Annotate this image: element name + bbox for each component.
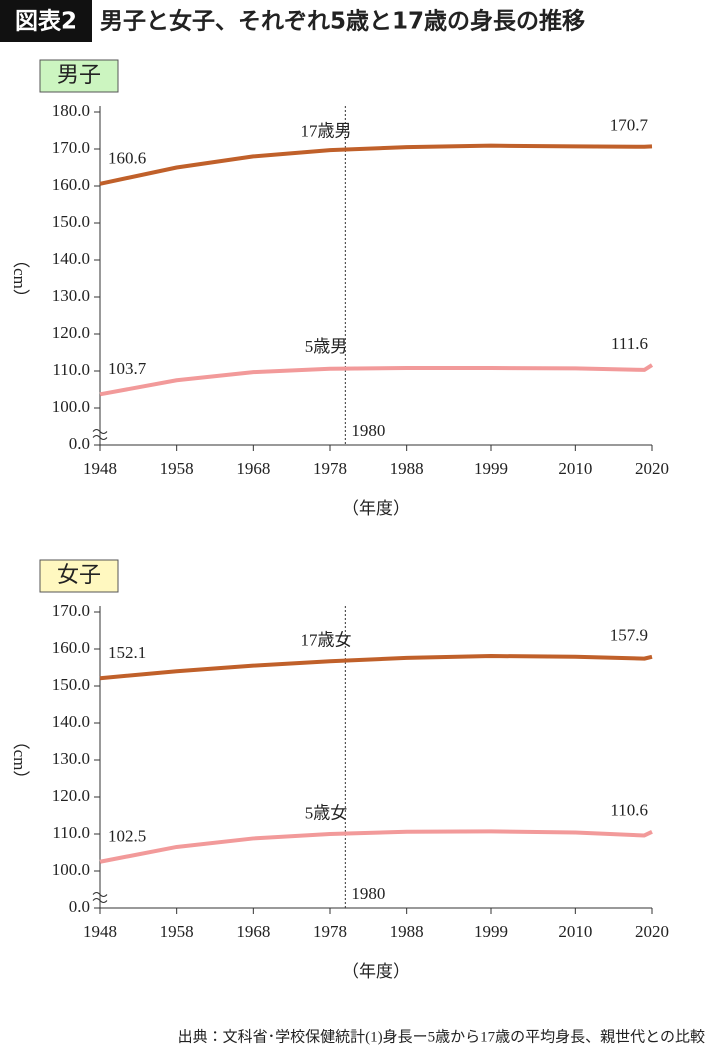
- series-name: 5歳女: [305, 803, 348, 822]
- x-tick-label: 1999: [474, 459, 508, 478]
- y-tick-label: 110.0: [52, 823, 90, 842]
- data-label: 160.6: [108, 149, 146, 168]
- y-tick-label: 150.0: [52, 675, 90, 694]
- axis-break: [92, 898, 108, 903]
- source: 出典：文科省･学校保健統計(1)身長ー5歳から17歳の平均身長、親世代との比較: [178, 1028, 705, 1045]
- y-tick-label: 130.0: [52, 286, 90, 305]
- reference-label: 1980: [351, 421, 385, 440]
- x-tick-label: 1948: [83, 459, 117, 478]
- y-axis-label: （cm）: [10, 733, 30, 788]
- reference-label: 1980: [351, 884, 385, 903]
- x-tick-label: 1988: [390, 922, 424, 941]
- data-label: 102.5: [108, 827, 146, 846]
- x-tick-label: 2010: [558, 459, 592, 478]
- x-tick-label: 2010: [558, 922, 592, 941]
- panel-title-bg: [39, 59, 119, 93]
- series-name: 5歳男: [305, 337, 348, 356]
- y-axis-label: （cm）: [10, 251, 30, 306]
- data-label: 157.9: [610, 626, 648, 645]
- y-tick-label: 170.0: [52, 138, 90, 157]
- y-tick-label: 160.0: [52, 638, 90, 657]
- y-tick-label: 160.0: [52, 175, 90, 194]
- data-label: 170.7: [610, 115, 649, 134]
- y-tick-label: 180.0: [52, 101, 90, 120]
- series-name: 17歳男: [301, 121, 352, 140]
- axis-break: [92, 892, 108, 897]
- x-tick-label: 1968: [236, 922, 270, 941]
- y-tick-label: 150.0: [52, 212, 90, 231]
- x-tick-label: 1978: [313, 922, 347, 941]
- badge: 図表2: [15, 9, 77, 35]
- data-label: 103.7: [108, 359, 147, 378]
- data-label: 111.6: [611, 334, 648, 353]
- y-tick-label: 0.0: [69, 434, 90, 453]
- x-tick-label: 1978: [313, 459, 347, 478]
- x-tick-label: 2020: [635, 459, 669, 478]
- badge-bg: [0, 0, 92, 42]
- axis-break: [92, 429, 108, 434]
- series-line: [99, 829, 653, 864]
- y-tick-label: 140.0: [52, 712, 90, 731]
- y-tick-label: 170.0: [52, 601, 90, 620]
- x-tick-label: 1999: [474, 922, 508, 941]
- panel-title: 女子: [57, 562, 101, 587]
- y-tick-label: 110.0: [52, 360, 90, 379]
- page-title: 男子と女子、それぞれ5歳と17歳の身長の推移: [100, 8, 585, 35]
- y-tick-label: 120.0: [52, 786, 90, 805]
- y-tick-label: 140.0: [52, 249, 90, 268]
- series-name: 17歳女: [301, 631, 352, 650]
- panel-title-bg: [39, 559, 119, 593]
- x-tick-label: 2020: [635, 922, 669, 941]
- panel-title: 男子: [57, 62, 101, 87]
- axis-break: [92, 435, 108, 440]
- series-line: [99, 654, 653, 681]
- y-tick-label: 100.0: [52, 860, 90, 879]
- y-tick-label: 130.0: [52, 749, 90, 768]
- y-tick-label: 120.0: [52, 323, 90, 342]
- series-line: [99, 143, 653, 186]
- data-label: 110.6: [610, 801, 648, 820]
- x-axis-label: （年度）: [342, 962, 410, 981]
- x-tick-label: 1948: [83, 922, 117, 941]
- x-tick-label: 1958: [160, 459, 194, 478]
- series-line: [99, 363, 654, 397]
- y-tick-label: 100.0: [52, 397, 90, 416]
- x-axis-label: （年度）: [342, 499, 410, 518]
- x-tick-label: 1958: [160, 922, 194, 941]
- x-tick-label: 1988: [390, 459, 424, 478]
- x-tick-label: 1968: [236, 459, 270, 478]
- y-tick-label: 0.0: [69, 897, 90, 916]
- data-label: 152.1: [108, 643, 146, 662]
